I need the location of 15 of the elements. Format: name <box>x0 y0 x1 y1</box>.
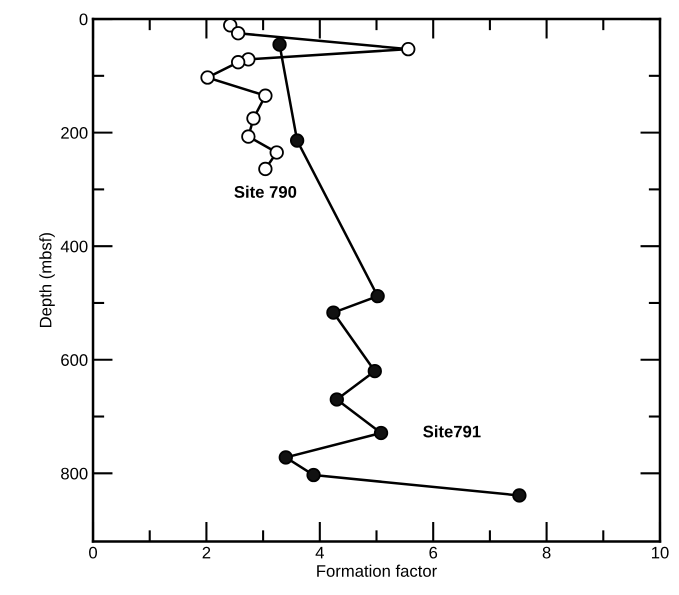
series-label: Site 790 <box>234 186 296 198</box>
y-axis-title: Depth (mbsf) <box>39 233 55 328</box>
x-tick-label: 4 <box>316 546 324 558</box>
y-tick-label: 400 <box>60 240 88 252</box>
y-tick-label: 600 <box>61 354 88 366</box>
y-tick-label: 200 <box>61 127 88 139</box>
x-tick-label: 10 <box>652 546 669 559</box>
x-axis-title: Formation factor <box>317 564 437 577</box>
x-tick-label: 0 <box>89 546 98 559</box>
text: Site791 <box>423 425 481 438</box>
x-tick-label: 6 <box>429 546 438 559</box>
y-tick-label: 0 <box>80 13 88 26</box>
x-tick-label: 2 <box>202 546 210 558</box>
x-tick-label: 8 <box>542 546 551 559</box>
y-tick-label: 800 <box>61 468 88 480</box>
